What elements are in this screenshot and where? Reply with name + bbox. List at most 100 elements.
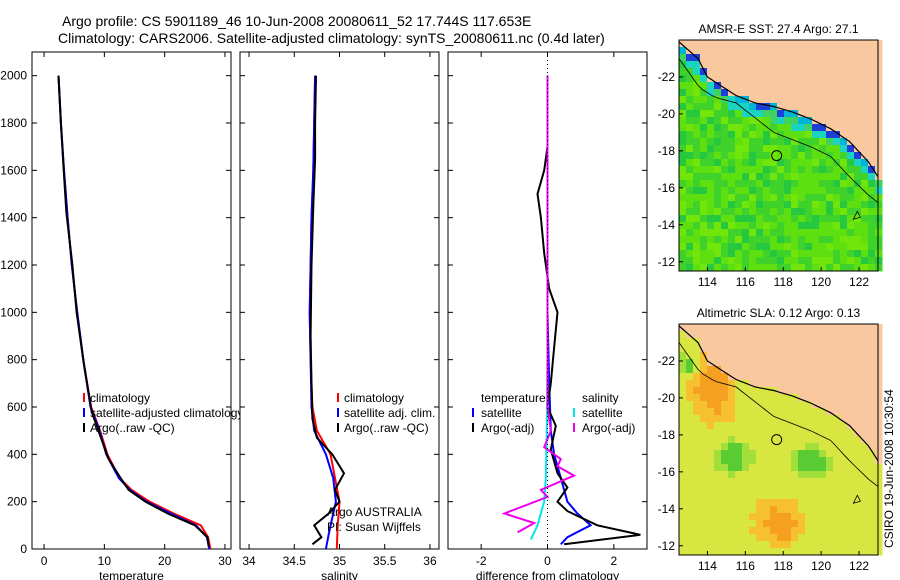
map-cell	[854, 506, 862, 514]
map-cell	[742, 471, 750, 479]
map-cell	[826, 187, 834, 195]
map-cell	[847, 89, 855, 97]
map-cell	[812, 324, 820, 332]
map-cell	[791, 75, 799, 83]
map-cell	[707, 373, 715, 381]
map-cell	[707, 166, 715, 174]
map-cell	[735, 187, 743, 195]
map-cell	[833, 257, 841, 265]
map-cell	[868, 229, 876, 237]
map-cell	[868, 159, 876, 167]
map-cell	[770, 117, 778, 125]
map-cell	[742, 194, 750, 202]
map-cell	[686, 243, 694, 251]
map-cell	[735, 485, 743, 493]
map-cell	[840, 103, 848, 111]
map-cell	[735, 82, 743, 90]
map-cell	[791, 68, 799, 76]
map-cell	[721, 534, 729, 542]
map-cell	[749, 394, 757, 402]
map-cell	[770, 257, 778, 265]
map-cell	[875, 485, 883, 493]
map-cell	[728, 331, 736, 339]
y-tick-label: -20	[658, 391, 676, 405]
map-cell	[742, 250, 750, 258]
map-cell	[693, 478, 701, 486]
map-cell	[777, 229, 785, 237]
map-cell	[833, 408, 841, 416]
map-cell	[700, 103, 708, 111]
depth-contour	[678, 342, 879, 487]
salinity_profile-panel: 34 34.5 35 35.5 36salinityclimatologysatelli…	[239, 51, 440, 580]
map-cell	[875, 82, 883, 90]
map-cell	[749, 324, 757, 332]
map-cell	[826, 54, 834, 62]
map-cell	[735, 117, 743, 125]
map-cell	[875, 422, 883, 430]
map-cell	[826, 331, 834, 339]
map-cell	[728, 47, 736, 55]
map-cell	[840, 194, 848, 202]
map-cell	[714, 527, 722, 535]
map-cell	[868, 471, 876, 479]
map-cell	[868, 401, 876, 409]
map-cell	[700, 380, 708, 388]
map-cell	[742, 40, 750, 48]
map-cell	[805, 117, 813, 125]
map-cell	[868, 208, 876, 216]
map-cell	[714, 166, 722, 174]
map-cell	[840, 478, 848, 486]
map-cell	[728, 401, 736, 409]
map-cell	[693, 492, 701, 500]
map-cell	[742, 145, 750, 153]
map-cell	[875, 394, 883, 402]
map-cell	[770, 352, 778, 360]
map-cell	[728, 222, 736, 230]
map-cell	[770, 145, 778, 153]
map-cell	[735, 548, 743, 556]
map-cell	[777, 75, 785, 83]
map-cell	[742, 387, 750, 395]
map-cell	[763, 75, 771, 83]
map-cell	[805, 208, 813, 216]
map-cell	[763, 520, 771, 528]
map-cell	[791, 82, 799, 90]
map-cell	[812, 201, 820, 209]
map-title: Altimetric SLA: 0.12 Argo: 0.13	[697, 306, 861, 320]
map-cell	[805, 422, 813, 430]
map-cell	[714, 513, 722, 521]
map-cell	[805, 257, 813, 265]
map-cell	[763, 173, 771, 181]
map-cell	[833, 40, 841, 48]
map-cell	[700, 257, 708, 265]
map-cell	[826, 173, 834, 181]
map-cell	[784, 429, 792, 437]
map-cell	[700, 215, 708, 223]
map-cell	[735, 338, 743, 346]
map-cell	[791, 506, 799, 514]
map-cell	[714, 429, 722, 437]
map-cell	[875, 110, 883, 118]
map-cell	[735, 159, 743, 167]
map-cell	[770, 131, 778, 139]
legend-label: satellite	[481, 406, 522, 420]
map-cell	[707, 492, 715, 500]
map-cell	[854, 513, 862, 521]
map-cell	[742, 54, 750, 62]
map-cell	[714, 436, 722, 444]
map-cell	[805, 359, 813, 367]
map-cell	[763, 359, 771, 367]
map-cell	[721, 152, 729, 160]
map-cell	[798, 250, 806, 258]
legend-label: Argo(-adj)	[582, 421, 635, 435]
x-tick-label: 122	[849, 559, 869, 573]
map-cell	[868, 464, 876, 472]
map-cell	[784, 222, 792, 230]
map-cell	[854, 131, 862, 139]
map-cell	[784, 173, 792, 181]
map-cell	[756, 215, 764, 223]
legend-label: Argo(-adj)	[481, 421, 534, 435]
map-cell	[714, 173, 722, 181]
map-cell	[742, 443, 750, 451]
map-cell	[700, 180, 708, 188]
